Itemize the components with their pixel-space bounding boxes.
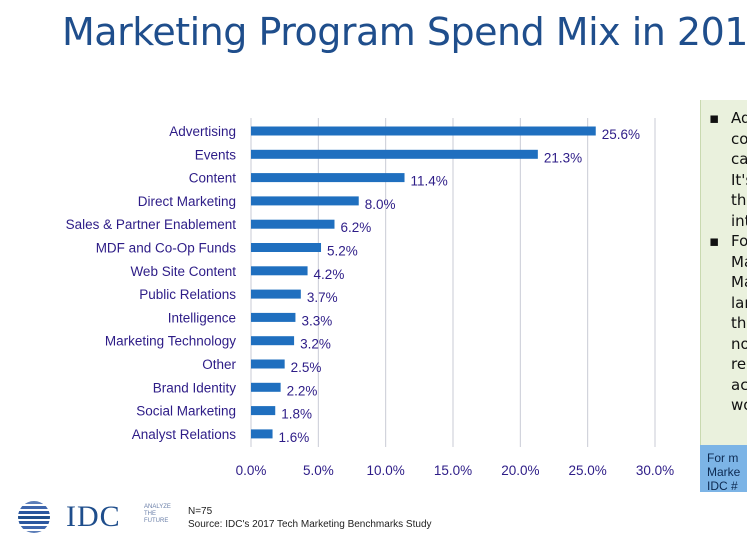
bar xyxy=(251,243,322,252)
data-label: 2.2% xyxy=(287,383,318,398)
side-note-line: th xyxy=(731,191,747,209)
bar xyxy=(251,219,335,229)
side-footer-line: IDC # xyxy=(707,479,738,492)
category-label: Intelligence xyxy=(168,310,236,325)
side-note-line: th xyxy=(731,314,747,332)
chart-category-labels: Advertising Events Content Direct Marketing… xyxy=(66,124,237,442)
side-note-line: re xyxy=(731,355,747,373)
side-note-line: int xyxy=(731,211,747,230)
bar xyxy=(251,336,295,346)
category-label: Events xyxy=(195,147,237,162)
side-note-line: no xyxy=(731,334,747,353)
chart-value-labels: 25.6% 21.3% 11.4% 8.0% 6.2% 5.2% 4.2% 3.7% 3.3% 3… xyxy=(279,127,640,445)
category-label: Direct Marketing xyxy=(138,194,236,209)
side-note-line: Ad xyxy=(731,109,747,127)
sample-size: N=75 xyxy=(188,506,213,517)
category-label: Sales & Partner Enablement xyxy=(66,217,237,232)
globe-icon xyxy=(18,501,50,533)
bar xyxy=(251,196,359,206)
data-label: 2.5% xyxy=(291,360,322,375)
bullet-icon: ▪ xyxy=(709,232,720,250)
source-note: Source: IDC's 2017 Tech Marketing Benchm… xyxy=(188,519,432,530)
page-title: Marketing Program Spend Mix in 2017: xyxy=(62,10,747,54)
side-note-line: It's xyxy=(731,170,747,189)
bar xyxy=(251,406,276,416)
bar xyxy=(251,173,405,183)
bar xyxy=(251,359,285,369)
data-label: 5.2% xyxy=(327,244,358,259)
data-label: 3.3% xyxy=(301,313,332,328)
bar xyxy=(251,289,301,299)
bar xyxy=(251,266,308,276)
bar-chart: Advertising Events Content Direct Marketing… xyxy=(66,118,675,478)
side-footer-box: For m Marke IDC # xyxy=(700,445,747,492)
chart-bars xyxy=(251,126,596,439)
data-label: 25.6% xyxy=(602,127,640,142)
logo-tagline: ANALYZE THE FUTURE xyxy=(144,504,171,524)
side-footer-line: Marke xyxy=(707,465,741,479)
side-footer-line: For m xyxy=(707,451,739,465)
category-label: Web Site Content xyxy=(130,264,236,279)
category-label: Other xyxy=(202,357,236,372)
bullet-icon: ▪ xyxy=(709,109,720,127)
category-label: Social Marketing xyxy=(136,404,236,419)
x-tick-label: 15.0% xyxy=(434,463,472,478)
chart-x-tick-labels: 0.0% 5.0% 10.0% 15.0% 20.0% 25.0% 30.0% xyxy=(236,463,675,478)
data-label: 21.3% xyxy=(544,150,582,165)
category-label: Content xyxy=(189,171,237,186)
bar xyxy=(251,149,538,159)
data-label: 11.4% xyxy=(411,174,448,189)
side-note-line: Ma xyxy=(731,273,747,291)
category-label: MDF and Co-Op Funds xyxy=(96,241,237,256)
bar xyxy=(251,312,296,322)
category-label: Marketing Technology xyxy=(105,334,236,349)
data-label: 3.7% xyxy=(307,290,338,305)
side-note-line: Fo xyxy=(731,232,747,250)
data-label: 8.0% xyxy=(365,197,396,212)
x-tick-label: 5.0% xyxy=(303,463,334,478)
data-label: 3.2% xyxy=(300,337,331,352)
side-note-line: co xyxy=(731,129,747,148)
x-tick-label: 0.0% xyxy=(236,463,267,478)
data-label: 6.2% xyxy=(340,220,371,235)
idc-logo: IDC ANALYZE THE FUTURE xyxy=(10,500,180,534)
bar xyxy=(251,382,281,392)
x-tick-label: 10.0% xyxy=(367,463,405,478)
side-note-line: Ma xyxy=(731,252,747,271)
category-label: Analyst Relations xyxy=(132,427,237,442)
side-note-line: ca xyxy=(731,150,747,168)
data-label: 1.8% xyxy=(281,407,312,422)
side-note-line: lar xyxy=(731,293,747,312)
chart-notes: N=75 Source: IDC's 2017 Tech Marketing B… xyxy=(188,505,432,531)
x-tick-label: 20.0% xyxy=(501,463,539,478)
chart-gridlines xyxy=(250,118,656,447)
category-label: Advertising xyxy=(169,124,236,139)
bar xyxy=(251,429,273,439)
side-notes-panel: Ad co ca It's th int Fo Ma Ma lar th no re ac wo ▪ ▪ xyxy=(700,100,747,445)
logo-wordmark: IDC xyxy=(66,500,121,533)
data-label: 1.6% xyxy=(279,430,310,445)
side-note-line: ac xyxy=(731,375,747,394)
bar xyxy=(251,126,596,136)
side-note-line: wo xyxy=(731,396,747,414)
x-tick-label: 30.0% xyxy=(636,463,674,478)
x-tick-label: 25.0% xyxy=(569,463,607,478)
category-label: Brand Identity xyxy=(153,380,237,395)
data-label: 4.2% xyxy=(314,267,345,282)
category-label: Public Relations xyxy=(139,287,236,302)
